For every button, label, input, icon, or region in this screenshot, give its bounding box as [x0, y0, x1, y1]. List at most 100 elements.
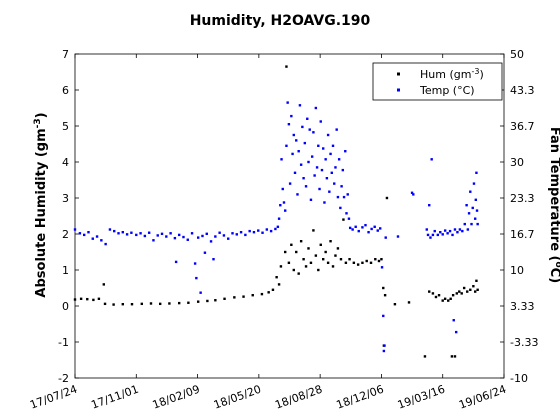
temp-point	[222, 234, 226, 237]
temp-point	[296, 193, 299, 196]
temp-point	[412, 193, 415, 196]
y2-tick-label: 3.33	[510, 300, 535, 313]
temp-point	[461, 229, 464, 233]
temp-point	[341, 168, 345, 172]
y-tick-label: -2	[58, 372, 69, 385]
axes-box	[74, 53, 505, 379]
hum-point	[103, 302, 107, 306]
legend-marker-temp	[397, 88, 400, 92]
y-tick-label: 5	[62, 120, 69, 133]
temp-point	[317, 144, 320, 147]
temp-point	[357, 229, 360, 233]
hum-point	[369, 261, 373, 264]
hum-point	[441, 299, 444, 302]
temp-point	[78, 232, 82, 235]
temp-point	[284, 209, 287, 212]
temp-point	[426, 233, 430, 237]
hum-point	[287, 261, 291, 264]
temp-point	[173, 236, 177, 240]
hum-point	[336, 247, 340, 250]
hum-point	[317, 268, 320, 272]
hum-point	[322, 258, 325, 261]
hum-point	[312, 229, 315, 232]
hum-point	[285, 65, 288, 68]
hum-point	[473, 290, 477, 293]
hum-point	[447, 299, 450, 302]
temp-point	[337, 158, 341, 161]
hum-point	[450, 355, 454, 358]
y2-tick-label: 30	[510, 156, 524, 169]
hum-point	[206, 299, 209, 303]
hum-point	[284, 250, 287, 254]
temp-point	[291, 152, 294, 156]
legend: Hum (gm-3) Temp (°C)	[372, 62, 503, 101]
x-tick-label: 18/08/28	[273, 383, 324, 412]
temp-point	[306, 117, 309, 120]
temp-point	[471, 206, 474, 210]
hum-point	[260, 292, 264, 296]
temp-point	[458, 228, 462, 231]
temp-point	[265, 228, 269, 231]
temp-point	[196, 236, 200, 239]
hum-point	[290, 243, 293, 246]
hum-point	[460, 292, 463, 295]
y2-tick-label: 10	[510, 264, 524, 277]
y2-tick-label: -10	[510, 372, 528, 385]
temp-point	[308, 128, 311, 131]
x-tick-label: 18/02/09	[151, 383, 202, 412]
temp-point	[473, 217, 477, 220]
hum-point	[140, 302, 144, 306]
temp-point	[147, 231, 151, 234]
hum-point	[86, 297, 89, 301]
hum-point	[112, 303, 115, 306]
hum-point	[449, 297, 452, 300]
temp-point	[453, 228, 457, 231]
temp-point	[302, 177, 305, 180]
temp-point	[248, 229, 251, 233]
temp-point	[380, 266, 384, 269]
temp-point	[467, 212, 471, 215]
temp-point	[261, 231, 264, 234]
hum-point	[431, 292, 435, 295]
temp-point	[169, 232, 172, 235]
temp-point	[472, 182, 476, 185]
temp-point	[323, 201, 326, 204]
temp-point	[108, 228, 112, 231]
y2-axis-label-main: Fan Temperature (	[547, 127, 560, 262]
temp-point	[439, 231, 442, 234]
temp-point	[125, 233, 129, 236]
y-tick-label: 6	[62, 84, 69, 97]
hum-point	[380, 258, 383, 261]
hum-point	[334, 254, 337, 257]
y-tick-label: 2	[62, 228, 69, 241]
y-tick-label: 0	[62, 300, 69, 313]
hum-point	[383, 294, 387, 297]
temp-point	[396, 235, 400, 238]
temp-point	[156, 234, 159, 237]
hum-point	[307, 247, 310, 250]
temp-point	[312, 131, 315, 134]
legend-box	[372, 62, 503, 101]
hum-point	[434, 295, 438, 299]
temp-point	[139, 232, 142, 235]
x-tick-label: 19/03/16	[396, 383, 447, 412]
temp-point	[347, 217, 351, 220]
x-tick-label: 17/07/24	[28, 383, 79, 412]
hum-point	[393, 303, 397, 306]
y2-axis-label: Fan Temperature (oC)	[547, 127, 560, 283]
temp-point	[274, 227, 277, 231]
temp-point	[310, 155, 314, 158]
y2-tick-label: 23.3	[510, 192, 535, 205]
temp-point	[277, 217, 281, 220]
y2-tick-label: 43.3	[510, 84, 535, 97]
temp-point	[295, 139, 298, 142]
temp-point	[314, 106, 318, 110]
y-axis-label-end: )	[34, 112, 49, 118]
temp-point	[382, 314, 385, 318]
temp-point	[324, 158, 327, 161]
temp-point	[328, 190, 331, 193]
legend-marker-hum	[397, 72, 400, 76]
temp-point	[252, 231, 256, 234]
hum-point	[168, 302, 171, 305]
